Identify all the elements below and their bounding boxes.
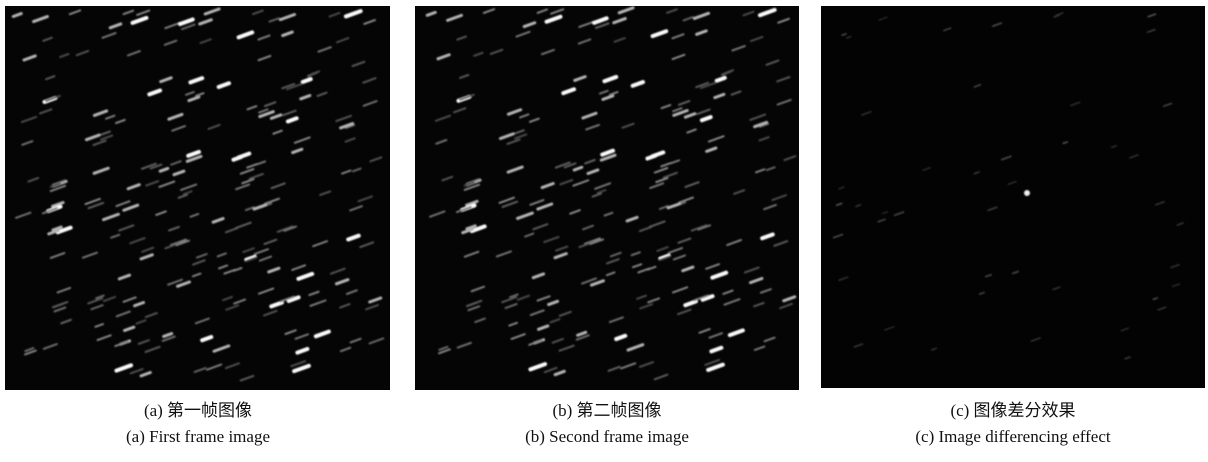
caption-en: (a) First frame image [126,427,270,446]
frame-image-a [5,6,390,390]
streak [233,157,241,160]
page: (a) 第一帧图像 (a) First frame image (b) 第二帧图… [0,0,1208,462]
streak [717,78,725,81]
difference-image [821,6,1205,388]
caption-zh: (b) 第二帧图像 [552,401,661,420]
figure: (a) 第一帧图像 (a) First frame image (b) 第二帧图… [0,0,1208,462]
streak [303,79,311,82]
streak [647,156,655,159]
moving-target [1024,190,1030,196]
caption-en: (b) Second frame image [525,427,689,446]
caption-en: (c) Image differencing effect [915,427,1111,446]
caption-zh: (c) 图像差分效果 [950,401,1075,420]
caption-zh: (a) 第一帧图像 [144,401,252,420]
